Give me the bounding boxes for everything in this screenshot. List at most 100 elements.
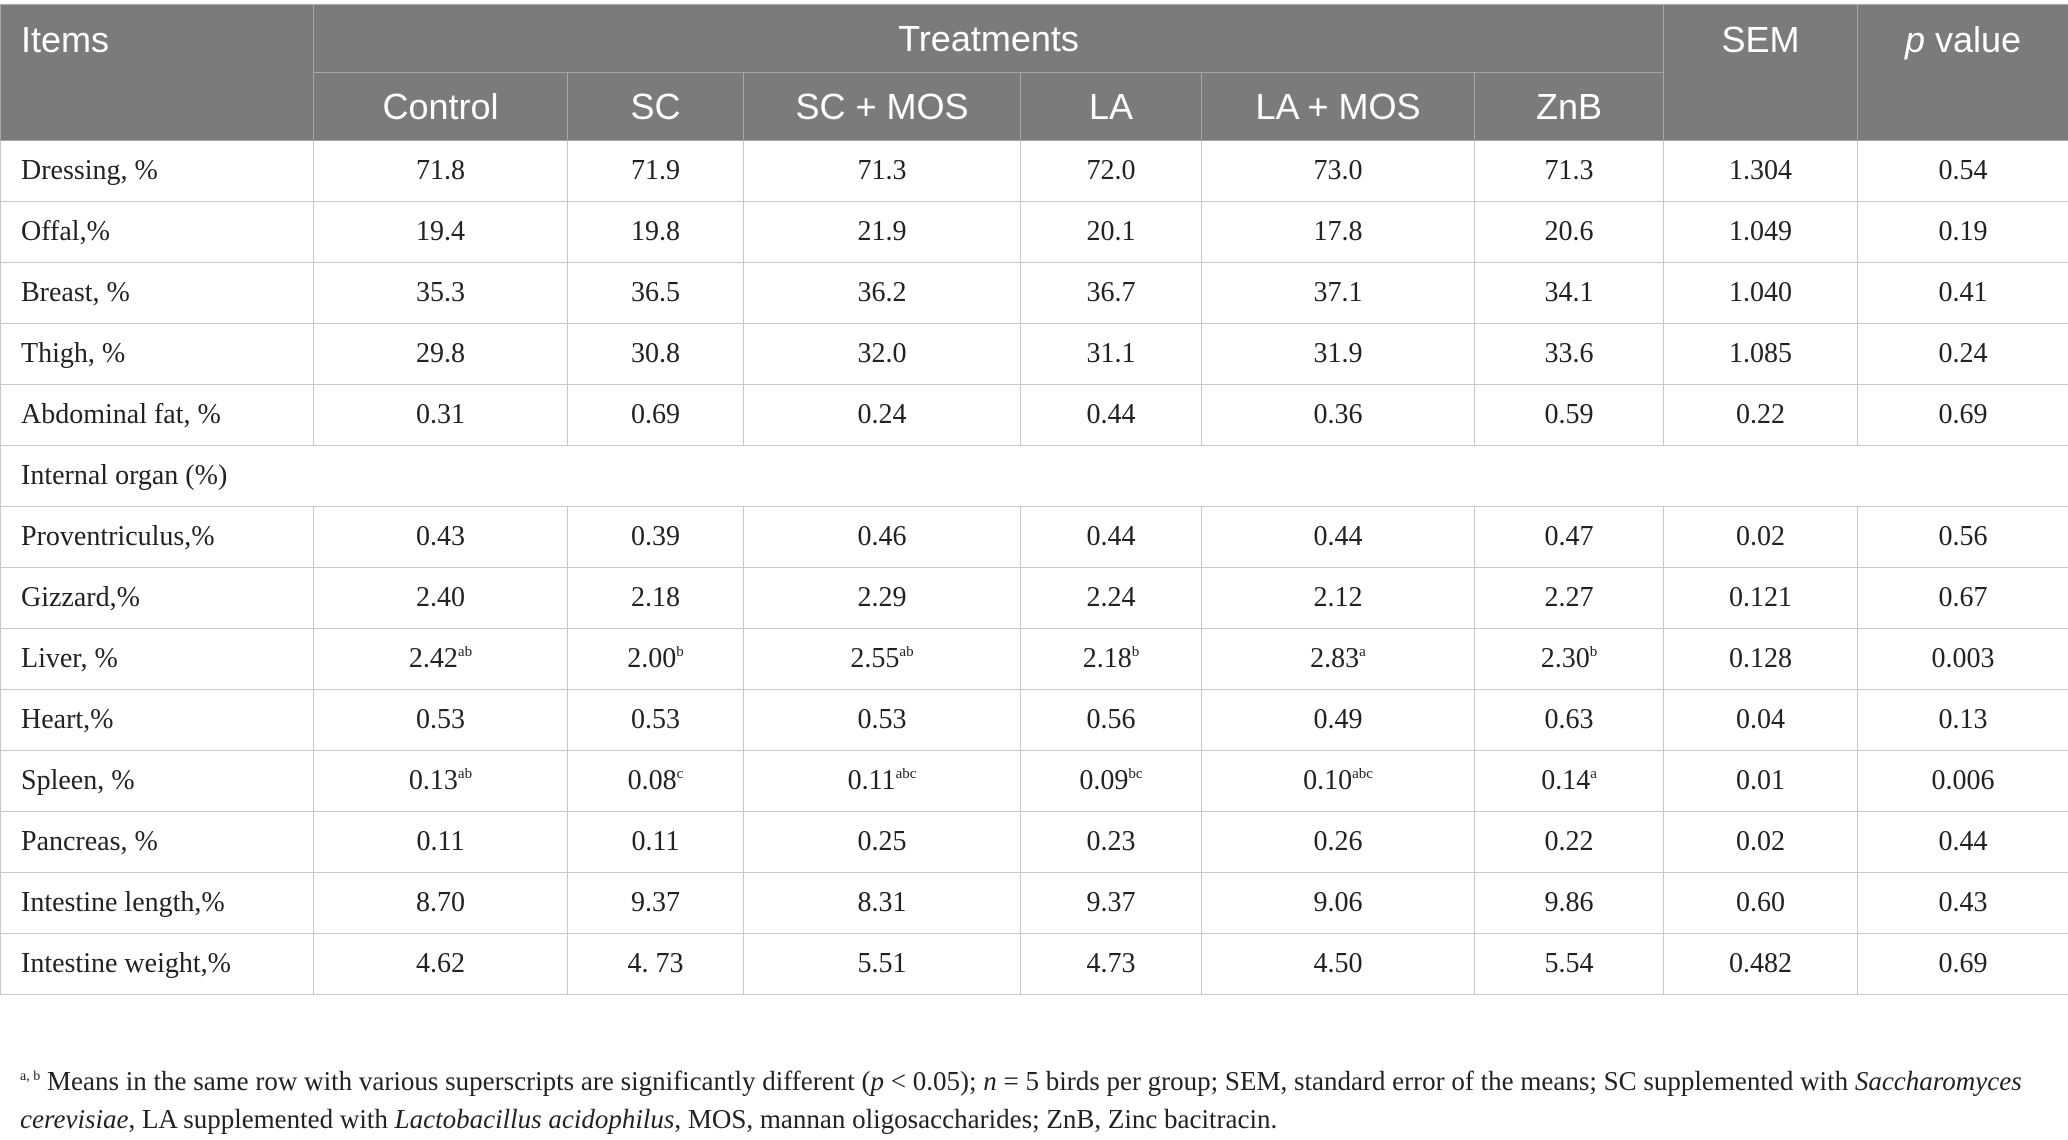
header-p-value: p value <box>1857 4 2068 141</box>
value-cell: 20.1 <box>1020 201 1202 263</box>
value-cell: 9.37 <box>567 872 744 934</box>
row-label: Breast, % <box>0 262 314 324</box>
cell-value: 2.83 <box>1310 643 1360 674</box>
cell-value: 0.53 <box>631 704 680 735</box>
table-row: Proventriculus,% 0.43 0.39 0.46 0.44 0.44 0.47… <box>0 506 2068 568</box>
header-col-la: LA <box>1020 72 1202 141</box>
table-row: Intestine length,% 8.70 9.37 8.31 9.37 9.06 9.… <box>0 872 2068 934</box>
p-value-cell: 0.006 <box>1857 750 2068 812</box>
cell-value: 0.36 <box>1313 399 1363 430</box>
cell-value: 72.0 <box>1086 155 1136 186</box>
value-cell: 2.12 <box>1201 567 1475 629</box>
table-row: Thigh, % 29.8 30.8 32.0 31.1 31.9 33.6 1.085 0.2… <box>0 323 2068 385</box>
value-cell: 0.53 <box>567 689 744 751</box>
p-value-cell: 0.13 <box>1857 689 2068 751</box>
value-cell: 31.9 <box>1201 323 1475 385</box>
cell-value: 32.0 <box>857 338 907 369</box>
header-col-znb: ZnB <box>1473 72 1665 141</box>
sem-cell: 0.22 <box>1663 384 1859 446</box>
footnote-text-3: = 5 birds per group; SEM, standard error… <box>996 1066 1855 1096</box>
row-label: Intestine weight,% <box>0 933 314 995</box>
sem-cell: 0.04 <box>1663 689 1859 751</box>
value-cell: 2.55ab <box>743 628 1021 690</box>
value-cell: 72.0 <box>1020 140 1202 202</box>
p-value-cell: 0.19 <box>1857 201 2068 263</box>
sem-cell: 0.02 <box>1663 811 1859 873</box>
footnote-superscript: a, b <box>20 1069 41 1084</box>
cell-superscript: ab <box>899 644 914 660</box>
footnote-italic-species-1: Saccharomyces cerevisiae <box>20 1066 2022 1134</box>
table-row-group: Internal organ (%) <box>0 445 2068 507</box>
table-row: Intestine weight,% 4.62 4. 73 5.51 4.73 4.50 5… <box>0 933 2068 995</box>
cell-superscript: bc <box>1128 766 1143 782</box>
value-cell: 4.73 <box>1020 933 1202 995</box>
cell-value: 2.00 <box>627 643 677 674</box>
cell-value: 20.1 <box>1086 216 1136 247</box>
value-cell: 2.29 <box>743 567 1021 629</box>
value-cell: 0.09bc <box>1020 750 1202 812</box>
sem-cell: 0.121 <box>1663 567 1859 629</box>
cell-value: 2.27 <box>1544 582 1594 613</box>
cell-value: 2.18 <box>631 582 680 613</box>
header-sem: SEM <box>1663 4 1859 141</box>
sem-cell: 0.482 <box>1663 933 1859 995</box>
value-cell: 2.83a <box>1201 628 1475 690</box>
cell-value: 0.26 <box>1313 826 1363 857</box>
cell-value: 2.42 <box>408 643 458 674</box>
value-cell: 0.36 <box>1201 384 1475 446</box>
cell-value: 0.46 <box>857 521 907 552</box>
cell-value: 21.9 <box>857 216 907 247</box>
value-cell: 19.4 <box>313 201 568 263</box>
value-cell: 34.1 <box>1473 262 1665 324</box>
cell-value: 31.1 <box>1086 338 1136 369</box>
value-cell: 0.25 <box>743 811 1021 873</box>
header-p-rest: value <box>1925 19 2022 60</box>
cell-value: 17.8 <box>1313 216 1363 247</box>
value-cell: 5.54 <box>1473 933 1665 995</box>
cell-value: 0.47 <box>1544 521 1594 552</box>
p-value-cell: 0.67 <box>1857 567 2068 629</box>
cell-value: 36.2 <box>857 277 907 308</box>
cell-value: 34.1 <box>1544 277 1594 308</box>
sem-cell: 0.60 <box>1663 872 1859 934</box>
footnote-italic-species-2: Lactobacillus acidophilus <box>394 1104 675 1134</box>
cell-superscript: ab <box>457 644 473 660</box>
p-value-cell: 0.44 <box>1857 811 2068 873</box>
row-label: Dressing, % <box>0 140 314 202</box>
p-value-cell: 0.56 <box>1857 506 2068 568</box>
row-group-label: Internal organ (%) <box>0 445 2068 507</box>
value-cell: 0.56 <box>1020 689 1202 751</box>
cell-superscript: a <box>1590 766 1597 782</box>
cell-value: 0.14 <box>1541 765 1591 796</box>
value-cell: 19.8 <box>567 201 744 263</box>
value-cell: 71.9 <box>567 140 744 202</box>
row-label: Offal,% <box>0 201 314 263</box>
cell-value: 0.09 <box>1079 765 1129 796</box>
value-cell: 0.08c <box>567 750 744 812</box>
p-value-cell: 0.69 <box>1857 933 2068 995</box>
cell-value: 0.11 <box>416 826 465 857</box>
table-row: Spleen, % 0.13ab 0.08c 0.11abc 0.09bc 0.10abc… <box>0 750 2068 812</box>
table-body: Dressing, % 71.8 71.9 71.3 72.0 73.0 71.3 1.304… <box>0 140 2068 995</box>
value-cell: 0.11 <box>313 811 568 873</box>
cell-value: 0.23 <box>1086 826 1136 857</box>
value-cell: 21.9 <box>743 201 1021 263</box>
cell-value: 9.37 <box>631 887 680 918</box>
cell-value: 2.18 <box>1082 643 1132 674</box>
value-cell: 2.24 <box>1020 567 1202 629</box>
sem-cell: 0.01 <box>1663 750 1859 812</box>
row-label: Thigh, % <box>0 323 314 385</box>
value-cell: 8.70 <box>313 872 568 934</box>
value-cell: 0.44 <box>1201 506 1475 568</box>
cell-value: 0.24 <box>857 399 907 430</box>
value-cell: 0.11 <box>567 811 744 873</box>
cell-value: 9.06 <box>1313 887 1363 918</box>
cell-value: 8.70 <box>416 887 465 918</box>
p-value-cell: 0.24 <box>1857 323 2068 385</box>
sem-cell: 0.128 <box>1663 628 1859 690</box>
cell-value: 0.56 <box>1086 704 1136 735</box>
header-row-2: Control SC SC + MOS LA LA + MOS ZnB <box>1 72 2068 141</box>
cell-value: 4.50 <box>1313 948 1363 979</box>
value-cell: 0.49 <box>1201 689 1475 751</box>
value-cell: 37.1 <box>1201 262 1475 324</box>
